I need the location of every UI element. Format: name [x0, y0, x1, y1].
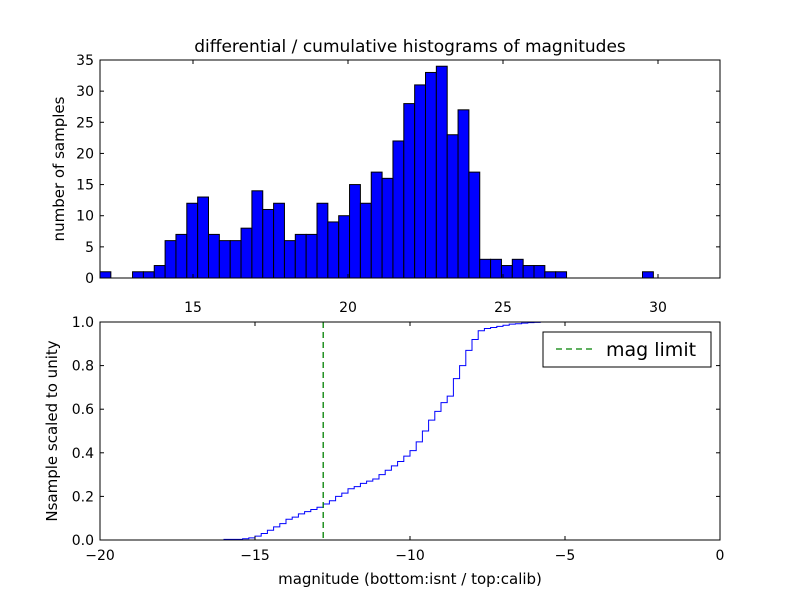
top-y-tick-label: 25 — [76, 115, 94, 131]
histogram-bar — [414, 84, 426, 279]
histogram-bar — [294, 233, 307, 279]
cumulative-step-line — [100, 321, 721, 541]
histogram-bar — [338, 215, 351, 279]
bottom-axes-frame — [99, 321, 721, 541]
histogram-bar — [522, 265, 535, 279]
bottom-y-tick-label: 1.0 — [72, 315, 94, 331]
histogram-bar — [229, 240, 242, 279]
top-y-tick-label: 35 — [76, 53, 94, 69]
legend-label: mag limit — [606, 339, 696, 361]
histogram-bar — [197, 196, 209, 279]
histogram-bar — [359, 202, 372, 279]
histogram-bar — [370, 171, 383, 279]
histogram-bar — [175, 233, 188, 279]
histogram-bar — [164, 240, 177, 279]
histogram-bar — [132, 271, 144, 279]
histogram-bar — [544, 271, 557, 279]
chart-title: differential / cumulative histograms of … — [194, 37, 626, 57]
legend: mag limit — [542, 331, 712, 368]
histogram-bar — [479, 258, 492, 279]
bottom-x-axis-label: magnitude (bottom:isnt / top:calib) — [278, 570, 542, 588]
top-x-tick-label: 15 — [184, 300, 202, 316]
histogram-bar — [186, 202, 199, 279]
histogram-bar — [273, 202, 285, 279]
top-y-tick-label: 10 — [76, 209, 94, 225]
histogram-bar — [327, 221, 340, 279]
top-axes-frame — [99, 59, 721, 279]
top-y-tick-label: 5 — [85, 240, 94, 256]
histogram-bar — [142, 271, 155, 279]
histogram-bar — [533, 265, 546, 279]
top-histogram-panel: differential / cumulative histograms of … — [50, 37, 721, 316]
histogram-bar — [392, 140, 405, 279]
bottom-x-tick-label: −10 — [395, 548, 425, 564]
histogram-bar — [468, 171, 481, 279]
top-tick-labels: 0 5 10 15 20 25 30 35 15 20 25 30 — [76, 53, 667, 316]
histogram-bar — [283, 240, 296, 279]
histogram-bar — [425, 71, 437, 279]
histogram-bar — [446, 134, 459, 279]
top-x-tick-label: 25 — [494, 300, 512, 316]
top-y-tick-label: 30 — [76, 84, 94, 100]
bottom-tick-labels: 0.0 0.2 0.4 0.6 0.8 1.0 −20 −15 −10 −5 0 — [72, 315, 725, 564]
bottom-y-tick-label: 0.2 — [72, 489, 94, 505]
bottom-x-tick-label: 0 — [716, 548, 725, 564]
histogram-bars — [99, 65, 654, 279]
bottom-cumulative-panel: 0.0 0.2 0.4 0.6 0.8 1.0 −20 −15 −10 −5 0 Nsample s… — [43, 315, 724, 588]
histogram-bar — [642, 271, 654, 279]
bottom-x-tick-label: −20 — [85, 548, 115, 564]
top-y-tick-label: 20 — [76, 146, 94, 162]
histogram-bar — [349, 184, 361, 279]
histogram-bar — [381, 177, 394, 279]
histogram-bar — [153, 265, 166, 279]
histogram-bar — [99, 271, 112, 279]
histogram-bar — [316, 202, 329, 279]
histogram-bar — [218, 240, 231, 279]
top-y-axis-label: number of samples — [50, 96, 68, 241]
bottom-y-axis-label: Nsample scaled to unity — [43, 340, 61, 521]
top-x-tick-label: 30 — [649, 300, 667, 316]
bottom-x-tick-label: −15 — [240, 548, 270, 564]
histogram-bar — [555, 271, 568, 279]
histogram-bar — [457, 109, 470, 279]
bottom-y-tick-label: 0.0 — [72, 533, 94, 549]
histogram-bar — [262, 208, 275, 279]
histogram-bar — [305, 233, 318, 279]
top-x-tick-label: 20 — [339, 300, 357, 316]
top-y-tick-label: 0 — [85, 271, 94, 287]
bottom-y-tick-label: 0.8 — [72, 359, 94, 375]
histogram-bar — [403, 103, 416, 279]
histogram-bar — [251, 190, 264, 279]
histogram-bar — [435, 65, 448, 279]
histogram-bar — [490, 258, 502, 279]
top-y-tick-label: 15 — [76, 178, 94, 194]
histogram-bar — [511, 258, 524, 279]
histogram-bar — [240, 227, 253, 279]
bottom-y-tick-label: 0.6 — [72, 402, 94, 418]
bottom-y-tick-label: 0.4 — [72, 446, 94, 462]
histogram-bar — [208, 233, 220, 279]
bottom-x-tick-label: −5 — [555, 548, 576, 564]
